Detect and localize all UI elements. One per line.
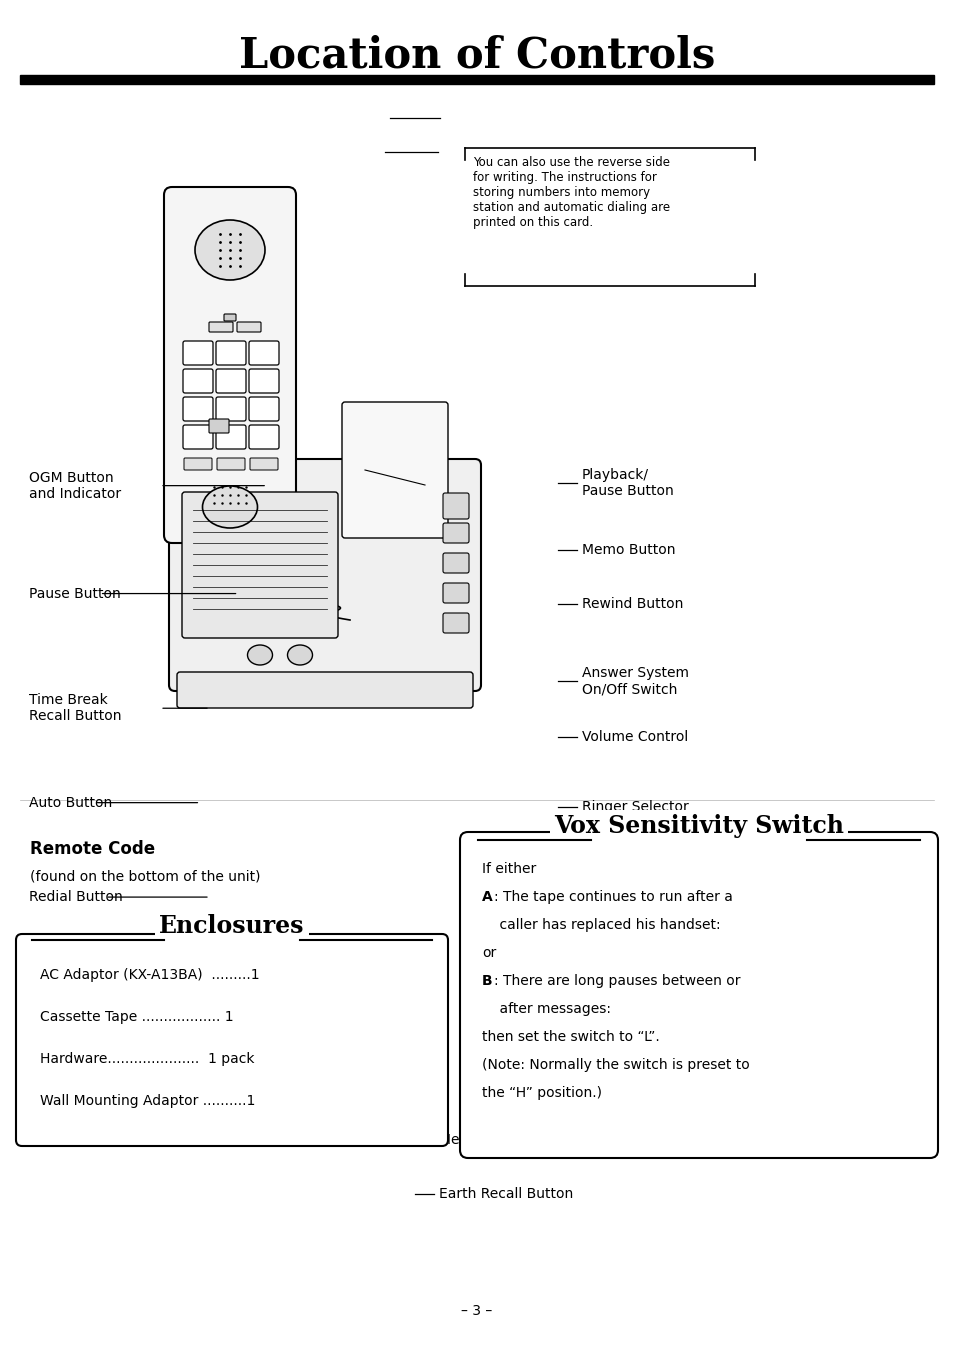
Text: Location of Controls: Location of Controls [238, 34, 715, 76]
Text: Remote Code: Remote Code [30, 840, 155, 858]
FancyBboxPatch shape [184, 459, 212, 469]
Text: : There are long pauses between or: : There are long pauses between or [494, 974, 740, 987]
Bar [20, 76, 933, 84]
Text: then set the switch to “L”.: then set the switch to “L”. [481, 1031, 659, 1044]
Text: Time Break
Recall Button: Time Break Recall Button [29, 693, 121, 723]
FancyBboxPatch shape [249, 397, 278, 421]
Text: Volume Control: Volume Control [581, 730, 687, 743]
Text: or: or [481, 946, 496, 960]
FancyBboxPatch shape [442, 523, 469, 544]
FancyBboxPatch shape [442, 492, 469, 519]
FancyBboxPatch shape [442, 612, 469, 633]
FancyBboxPatch shape [177, 672, 473, 708]
Text: Vox Sensitivity
Switch: Vox Sensitivity Switch [581, 916, 682, 946]
Text: caller has replaced his handset:: caller has replaced his handset: [481, 919, 720, 932]
FancyBboxPatch shape [182, 492, 337, 638]
FancyBboxPatch shape [183, 341, 213, 366]
Text: A: A [481, 890, 493, 904]
Text: – 3 –: – 3 – [461, 1304, 492, 1318]
FancyBboxPatch shape [249, 370, 278, 393]
Text: Enclosures: Enclosures [159, 915, 304, 938]
Text: Redial Button: Redial Button [29, 890, 122, 904]
Text: B: B [481, 974, 492, 987]
Text: If either: If either [481, 862, 536, 876]
Text: Earth Recall Button: Earth Recall Button [438, 1187, 573, 1201]
Text: (Note: Normally the switch is preset to: (Note: Normally the switch is preset to [481, 1058, 749, 1072]
FancyBboxPatch shape [249, 341, 278, 366]
Ellipse shape [194, 220, 265, 281]
Text: Memo Button: Memo Button [581, 544, 675, 557]
Text: Auto Button: Auto Button [29, 796, 112, 809]
FancyBboxPatch shape [169, 459, 480, 691]
FancyBboxPatch shape [164, 188, 295, 544]
Ellipse shape [287, 645, 313, 665]
FancyBboxPatch shape [459, 832, 937, 1157]
Text: Memory Card: Memory Card [438, 1133, 532, 1147]
Text: after messages:: after messages: [481, 1002, 610, 1016]
FancyBboxPatch shape [216, 459, 245, 469]
FancyBboxPatch shape [209, 322, 233, 332]
FancyBboxPatch shape [215, 370, 246, 393]
FancyBboxPatch shape [16, 934, 448, 1147]
FancyBboxPatch shape [236, 322, 261, 332]
FancyBboxPatch shape [341, 402, 448, 538]
FancyBboxPatch shape [224, 314, 235, 321]
FancyBboxPatch shape [183, 370, 213, 393]
Text: Rewind Button: Rewind Button [581, 598, 682, 611]
FancyBboxPatch shape [250, 459, 277, 469]
Text: Cassette Tape .................. 1: Cassette Tape .................. 1 [40, 1010, 233, 1024]
FancyBboxPatch shape [215, 341, 246, 366]
Text: Ring Selector: Ring Selector [581, 854, 674, 867]
FancyBboxPatch shape [183, 397, 213, 421]
FancyBboxPatch shape [183, 425, 213, 449]
Text: (found on the bottom of the unit): (found on the bottom of the unit) [30, 870, 260, 884]
Text: Answer System
On/Off Switch: Answer System On/Off Switch [581, 666, 688, 696]
Text: Ringer Selector: Ringer Selector [581, 800, 688, 813]
FancyBboxPatch shape [249, 425, 278, 449]
Text: OGM Button
and Indicator: OGM Button and Indicator [29, 471, 121, 500]
FancyBboxPatch shape [442, 583, 469, 603]
Text: AC Adaptor (KX-A13BA)  .........1: AC Adaptor (KX-A13BA) .........1 [40, 969, 259, 982]
Text: the “H” position.): the “H” position.) [481, 1086, 601, 1099]
Text: Direct Call
Buttons: Direct Call Buttons [29, 1004, 101, 1033]
Text: Pause Button: Pause Button [29, 587, 120, 600]
Text: Microphone: Microphone [581, 994, 662, 1008]
FancyBboxPatch shape [215, 397, 246, 421]
Text: : The tape continues to run after a: : The tape continues to run after a [494, 890, 732, 904]
Text: Hardware.....................  1 pack: Hardware..................... 1 pack [40, 1052, 254, 1066]
FancyBboxPatch shape [209, 420, 229, 433]
Text: You can also use the reverse side
for writing. The instructions for
storing numb: You can also use the reverse side for wr… [473, 156, 669, 229]
FancyBboxPatch shape [215, 425, 246, 449]
Ellipse shape [202, 486, 257, 527]
Text: Playback/
Pause Button: Playback/ Pause Button [581, 468, 673, 498]
Text: Vox Sensitivity Switch: Vox Sensitivity Switch [554, 813, 843, 838]
Ellipse shape [247, 645, 273, 665]
FancyBboxPatch shape [442, 553, 469, 573]
Text: Wall Mounting Adaptor ..........1: Wall Mounting Adaptor ..........1 [40, 1094, 255, 1108]
